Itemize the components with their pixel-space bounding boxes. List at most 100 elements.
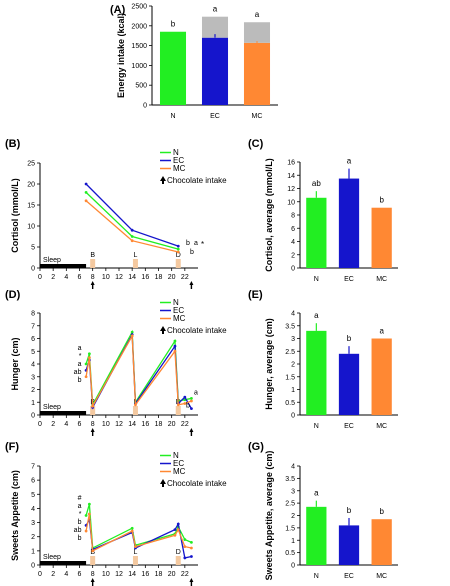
bar-extra-ec <box>201 16 229 38</box>
annotation-label: # <box>78 495 82 502</box>
chocolate-intake-legend-icon <box>160 326 166 334</box>
data-point-n <box>130 526 134 530</box>
chocolate-intake-arrow <box>90 281 95 289</box>
legend-entry: MC <box>173 467 186 476</box>
sleep-bar <box>40 561 87 565</box>
panel-a: 0 500 1000 1500 2000 2500 Energy intake (kcal)… <box>110 4 278 120</box>
x-tick-label: EC <box>344 276 354 283</box>
data-point-mc <box>84 529 88 533</box>
bar-mc <box>371 338 392 415</box>
x-tick-label: 22 <box>181 421 189 428</box>
y-tick-label: 15 <box>27 203 35 210</box>
x-tick-label: 18 <box>155 571 163 578</box>
data-point-mc <box>176 403 180 407</box>
x-tick-label: 10 <box>102 571 110 578</box>
significance-letter: a <box>255 10 260 19</box>
y-tick-label: 2000 <box>131 23 147 30</box>
bar-ec <box>338 178 360 268</box>
y-tick-label: 1000 <box>131 63 147 70</box>
y-tick-label: 5 <box>31 492 35 499</box>
y-tick-label: 5 <box>31 349 35 356</box>
y-tick-label: 2 <box>31 534 35 541</box>
x-tick-label: N <box>314 423 319 430</box>
y-tick-label: 0.5 <box>285 400 295 407</box>
x-tick-label: 20 <box>168 571 176 578</box>
y-axis-title: Sweets Appetite (cm) <box>10 470 20 561</box>
data-point-n <box>190 540 193 544</box>
legend-note: Chocolate intake <box>167 479 227 488</box>
y-tick-label: 16 <box>287 160 295 167</box>
x-tick-label: 20 <box>168 274 176 281</box>
y-tick-label: 1 <box>31 548 35 555</box>
series-line-mc <box>85 200 179 253</box>
y-tick-label: 0 <box>31 413 35 420</box>
y-tick-label: 4 <box>291 464 295 471</box>
y-axis-title: Hunger (cm) <box>10 337 20 390</box>
y-tick-label: 1 <box>31 400 35 407</box>
y-tick-label: 3 <box>291 488 295 495</box>
bar-ec <box>201 37 229 105</box>
meal-label: D <box>176 252 181 259</box>
sleep-label: Sleep <box>43 554 61 561</box>
bar-ec <box>338 525 360 565</box>
x-tick-label: 14 <box>128 274 136 281</box>
significance-letter: b <box>347 334 352 343</box>
meal-marker <box>132 406 138 415</box>
x-tick-label: 10 <box>102 274 110 281</box>
annotation-label: b <box>78 377 82 384</box>
y-tick-label: 8 <box>291 213 295 220</box>
x-tick-label: EC <box>210 113 220 120</box>
x-tick-label: EC <box>344 423 354 430</box>
x-tick-label: 22 <box>181 274 189 281</box>
y-tick-label: 7 <box>31 464 35 471</box>
data-point-mc <box>84 375 88 379</box>
y-tick-label: 2 <box>291 362 295 369</box>
bar-mc <box>243 42 271 105</box>
y-tick-label: 3 <box>31 520 35 527</box>
x-tick-label: 10 <box>102 421 110 428</box>
annotation-label: b <box>78 519 82 526</box>
y-tick-label: 10 <box>27 224 35 231</box>
x-tick-label: 12 <box>115 421 123 428</box>
meal-label: L <box>134 252 138 259</box>
panel-e: 0 0.5 1 1.5 2 2.5 3 3.5 4 Hunger, average (cm) (E)… <box>248 289 398 430</box>
data-point-mc <box>176 528 180 532</box>
panel-b: 0 5 10 15 20 25 Cortisol (mmol/L) (B) 0 2 4 6 8 10 12 1… <box>5 138 227 289</box>
y-tick-label: 0 <box>291 266 295 273</box>
chocolate-intake-arrow <box>90 578 95 586</box>
data-point-n <box>84 514 88 517</box>
legend-entry: EC <box>173 306 184 315</box>
x-tick-label: 4 <box>64 571 68 578</box>
data-point-n <box>190 397 193 400</box>
annotation-label: ab <box>74 369 82 376</box>
y-tick-label: 3 <box>31 374 35 381</box>
y-tick-label: 4 <box>31 506 35 513</box>
meal-label: B <box>90 549 95 556</box>
y-tick-label: 4 <box>291 239 295 246</box>
y-axis-title: Sweets Appetite, average (cm) <box>264 451 274 581</box>
data-point-mc <box>130 239 134 243</box>
y-tick-label: 8 <box>31 311 35 318</box>
y-tick-label: 2.5 <box>285 349 295 356</box>
y-tick-label: 10 <box>287 199 295 206</box>
data-point-ec <box>176 522 180 526</box>
x-tick-label: MC <box>376 573 387 580</box>
y-tick-label: 1.5 <box>285 525 295 532</box>
bar-mc <box>371 207 392 268</box>
y-tick-label: 20 <box>27 182 35 189</box>
meal-marker <box>132 259 138 268</box>
y-tick-label: 2500 <box>131 4 147 11</box>
x-tick-label: 12 <box>115 571 123 578</box>
x-tick-label: 0 <box>38 571 42 578</box>
y-tick-label: 3 <box>291 336 295 343</box>
y-tick-label: 0 <box>31 266 35 273</box>
legend-entry: N <box>173 451 179 460</box>
panel-label: (E) <box>248 289 263 301</box>
data-point-mc <box>91 404 95 408</box>
data-point-mc <box>87 356 91 360</box>
data-point-mc <box>134 403 137 407</box>
data-point-n <box>87 352 91 356</box>
bar-n <box>306 506 327 565</box>
annotation-label: a <box>78 345 82 352</box>
